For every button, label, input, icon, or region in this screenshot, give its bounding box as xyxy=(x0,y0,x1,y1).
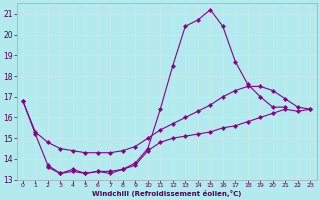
X-axis label: Windchill (Refroidissement éolien,°C): Windchill (Refroidissement éolien,°C) xyxy=(92,190,241,197)
